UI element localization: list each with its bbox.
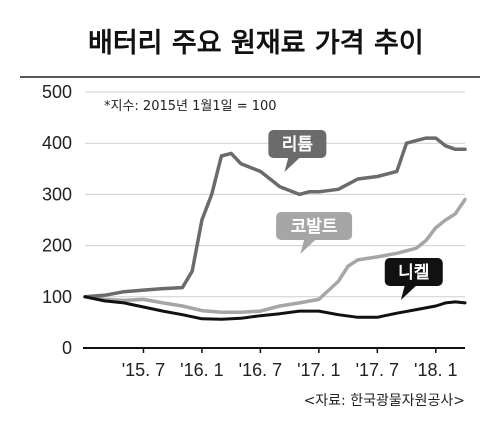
series-label: 니켈: [398, 262, 429, 283]
series-label: 코발트: [291, 217, 338, 237]
chart-title: 배터리 주요 원재료 가격 추이: [88, 28, 424, 59]
x-tick-label: '16. 7: [239, 360, 282, 380]
series-label-pointer: [300, 239, 317, 254]
y-tick-label: 300: [42, 184, 72, 204]
series-label: 리튬: [282, 135, 314, 155]
x-tick-label: '18. 1: [414, 360, 457, 380]
x-tick-labels: '15. 7 '16. 1 '16. 7 '17. 1 '17. 7 '18. 1: [122, 348, 458, 380]
x-tick-label: '17. 7: [356, 360, 399, 380]
series-label-box: [276, 212, 353, 240]
index-note: *지수: 2015년 1월1일 = 100: [104, 99, 277, 114]
y-tick-label: 200: [42, 236, 72, 256]
y-tick-label: 0: [62, 338, 72, 358]
y-tick-label: 100: [42, 287, 72, 307]
series-label-pointer: [400, 285, 417, 300]
series-label-box: [268, 130, 327, 158]
y-tick-labels: 0 100 200 300 400 500: [42, 82, 72, 358]
series-line: [83, 197, 467, 314]
series-line: [83, 295, 467, 321]
x-tick-label: '15. 7: [122, 360, 165, 380]
x-tick-label: '16. 1: [180, 360, 223, 380]
series-label-pointer: [284, 157, 301, 172]
source-note: <자료: 한국광물자원공사>: [304, 393, 465, 409]
y-tick-label: 500: [42, 82, 72, 102]
series-label-box: [384, 258, 443, 286]
x-tick-label: '17. 1: [297, 360, 340, 380]
series-lines: [83, 136, 467, 321]
series-line: [83, 136, 467, 299]
y-tick-label: 400: [42, 133, 72, 153]
